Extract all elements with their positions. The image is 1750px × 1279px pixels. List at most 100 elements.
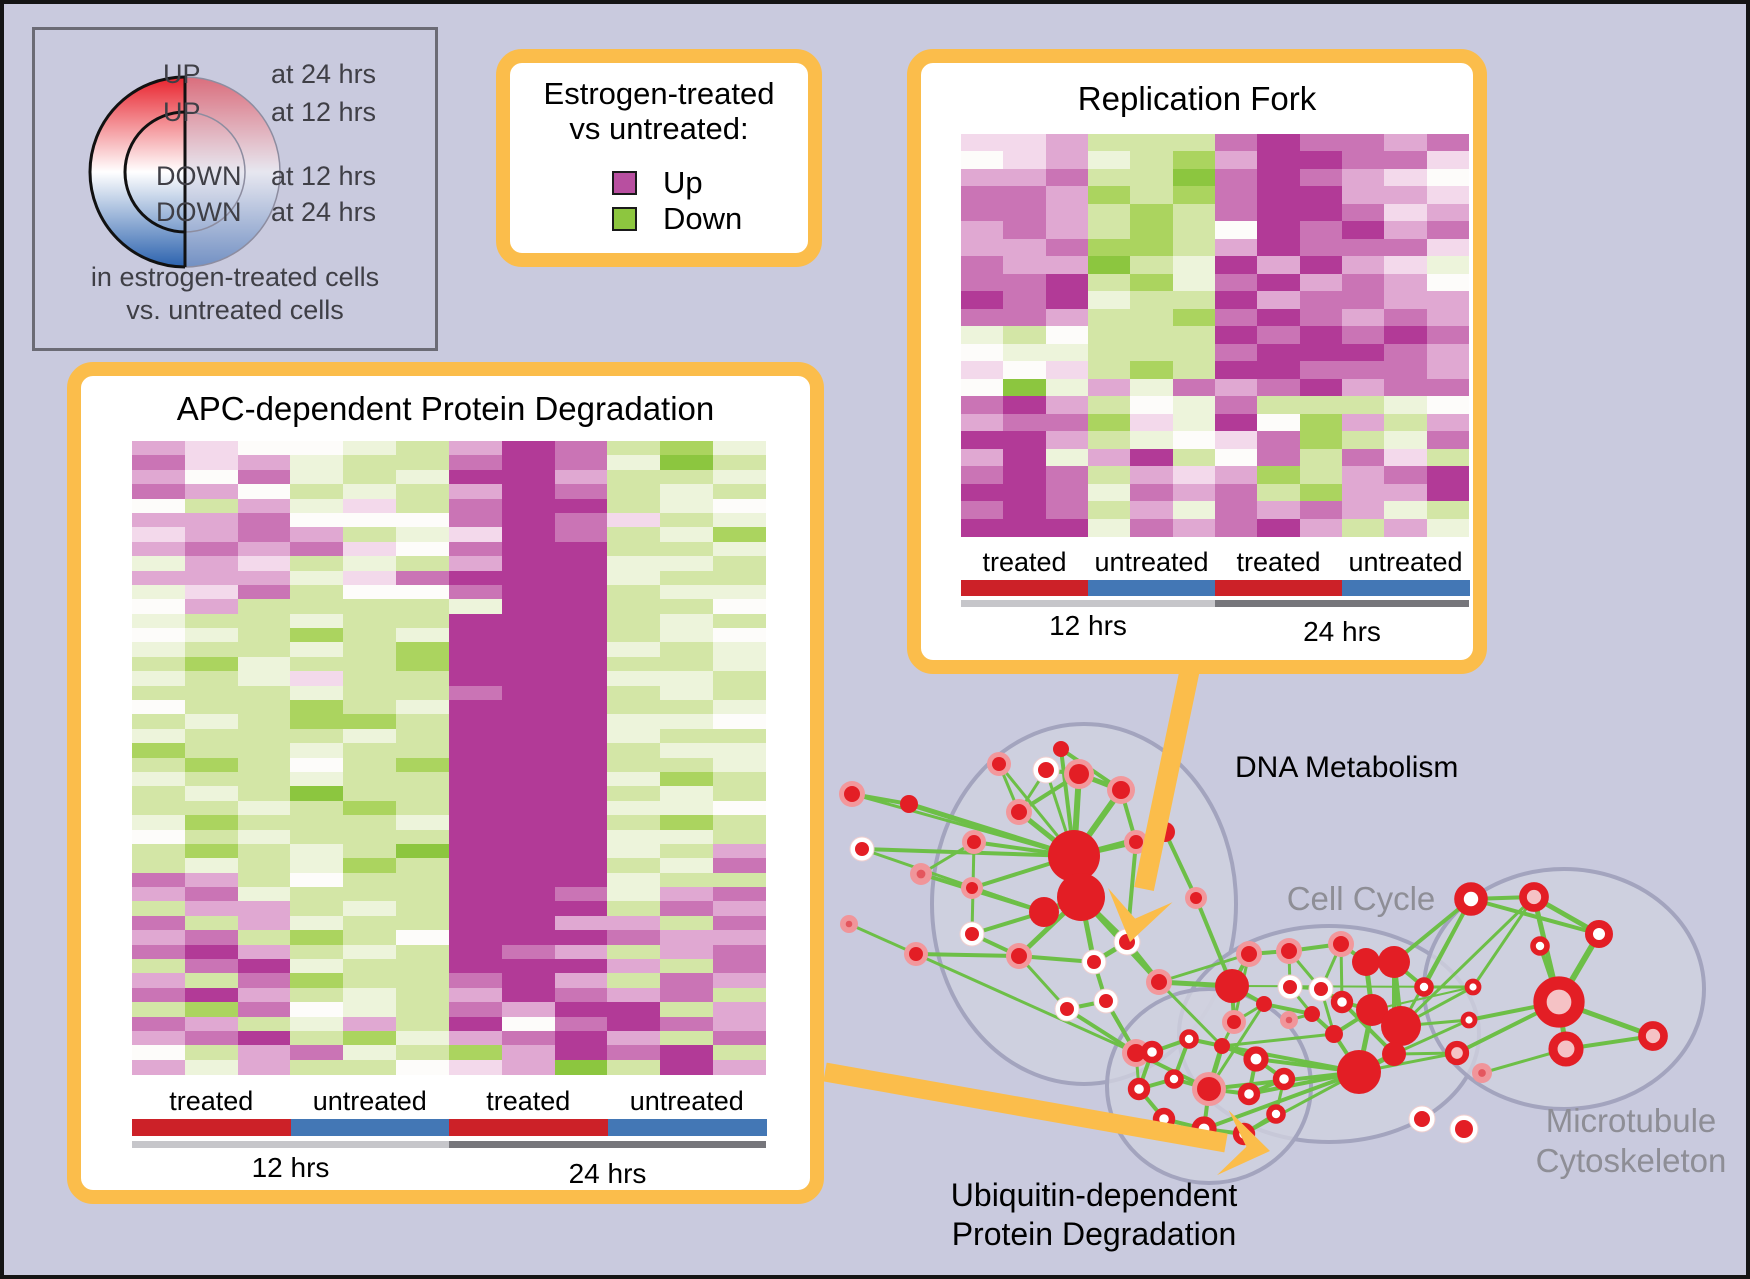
heatmap-cell [290, 656, 344, 672]
heatmap-cell [1003, 326, 1047, 345]
heatmap-cell [290, 901, 344, 917]
heatmap-cell [184, 728, 239, 744]
heatmap-cell [1214, 413, 1258, 432]
down-label: Down [663, 201, 743, 236]
heatmap-cell [448, 843, 503, 859]
heatmap-cell [290, 944, 344, 960]
gene-node-halo-core [992, 757, 1006, 771]
heatmap-cell [1130, 501, 1174, 520]
heatmap-cell [448, 455, 503, 471]
heatmap-cell [1130, 483, 1174, 502]
heatmap-cell [290, 700, 344, 715]
heatmap-cell [554, 829, 608, 845]
heatmap-cell [554, 987, 608, 1003]
heatmap-cell [607, 671, 661, 687]
heatmap-cell [1257, 396, 1301, 415]
heatmap-cell [237, 815, 291, 830]
heatmap-cell [501, 829, 556, 845]
heatmap-cell [290, 771, 344, 787]
heatmap-cell [343, 829, 397, 845]
heatmap-cell [237, 714, 291, 730]
gene-node-pink-core [1285, 1016, 1293, 1024]
heatmap-cell [343, 469, 397, 485]
gene-node-red [1215, 969, 1249, 1003]
heatmap-cell [1130, 361, 1174, 380]
heatmap-cell [660, 815, 714, 830]
heatmap-cell [713, 584, 767, 600]
heatmap-cell [1130, 396, 1174, 415]
gene-node-halo-core [1151, 974, 1167, 990]
heatmap-cell [1257, 343, 1301, 362]
heatmap-cell [1299, 518, 1343, 537]
treated-bar [1215, 580, 1343, 596]
gene-node-donut [1414, 977, 1434, 997]
heatmap-cell [184, 527, 239, 543]
heatmap-cell [396, 757, 450, 773]
heatmap-cell [961, 273, 1004, 292]
legend-dir-down12: DOWN [156, 161, 242, 191]
heatmap-cell [501, 728, 556, 744]
heatmap-cell [1426, 256, 1470, 275]
heatmap-cell [132, 829, 186, 845]
heatmap-cell [1384, 221, 1428, 240]
heatmap-cell [713, 1030, 767, 1046]
gene-node-donut [1127, 1077, 1151, 1101]
heatmap-cell [713, 1016, 767, 1032]
heatmap-cell [290, 1045, 344, 1061]
heatmap-cell [1003, 518, 1047, 537]
heatmap-cell [1087, 448, 1131, 467]
condition-label-treated-12hrs: treated [982, 547, 1067, 577]
heatmap-cell [1299, 431, 1343, 450]
heatmap-cell [396, 743, 450, 759]
gene-node-red [1325, 1025, 1343, 1043]
heatmap-cell [290, 930, 344, 946]
heatmap-cell [448, 1002, 503, 1018]
heatmap-cell [554, 757, 608, 773]
heatmap-cell [607, 498, 661, 514]
heatmap-cell [607, 484, 661, 500]
heatmap-cell [448, 599, 503, 615]
heatmap-cell [501, 700, 556, 715]
heatmap-cell [343, 599, 397, 615]
heatmap-cell [396, 556, 450, 571]
heatmap-cell [1426, 501, 1470, 520]
heatmap-cell [1299, 186, 1343, 205]
heatmap-cell [290, 469, 344, 485]
heatmap-cell [343, 887, 397, 902]
heatmap-cell [607, 556, 661, 571]
heatmap-cell [1341, 134, 1385, 152]
heatmap-cell [1172, 413, 1216, 432]
heatmap-cell [1384, 378, 1428, 397]
heatmap-cell [1384, 448, 1428, 467]
heatmap-cell [237, 469, 291, 485]
heatmap-cell [554, 800, 608, 816]
heatmap-cell [1426, 151, 1470, 170]
heatmap-cell [961, 308, 1004, 327]
heatmap-cell [237, 771, 291, 787]
heatmap-cell [132, 800, 186, 816]
untreated-bar [607, 1119, 767, 1136]
heatmap-cell [1257, 203, 1301, 222]
heatmap-cell [448, 728, 503, 744]
heatmap-cell [1087, 273, 1131, 292]
heatmap-cell [184, 858, 239, 874]
heatmap-cell [184, 700, 239, 715]
heatmap-cell [1003, 308, 1047, 327]
network-edge [861, 847, 1075, 858]
heatmap-cell [1003, 466, 1047, 485]
heatmap-cell [713, 1002, 767, 1018]
heatmap-cell [132, 930, 186, 946]
gene-node-donut [1460, 1011, 1478, 1029]
heatmap-cell [343, 714, 397, 730]
network-edge [915, 952, 1137, 1055]
heatmap-cell [607, 800, 661, 816]
heatmap-cell [607, 570, 661, 586]
heatmap-cell [1214, 431, 1258, 450]
heatmap-cell [290, 671, 344, 687]
condition-label-untreated-12hrs: untreated [312, 1086, 427, 1116]
heatmap-cell [448, 987, 503, 1003]
heatmap-cell [501, 685, 556, 701]
heatmap-cell [184, 484, 239, 500]
heatmap-cell [961, 518, 1004, 537]
heatmap-cell [1130, 134, 1174, 152]
